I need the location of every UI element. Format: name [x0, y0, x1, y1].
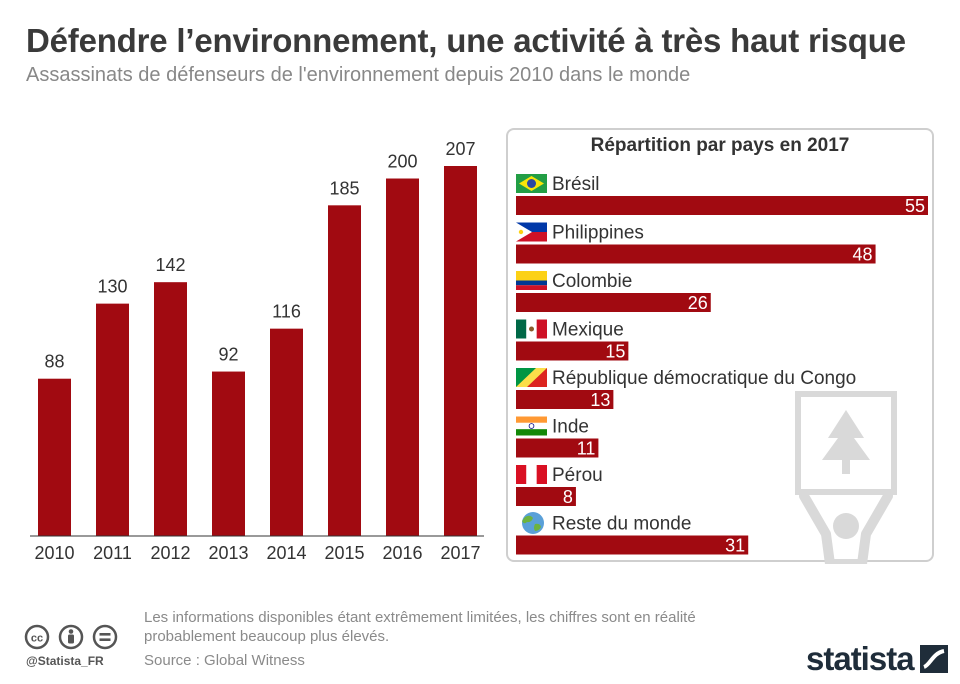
- country-label: Brésil: [552, 174, 600, 195]
- x-tick-label: 2010: [34, 543, 74, 563]
- bar-2013: [212, 371, 245, 536]
- page-subtitle: Assassinats de défenseurs de l'environne…: [26, 64, 691, 86]
- india-flag-icon: [516, 416, 547, 436]
- x-tick-label: 2013: [208, 543, 248, 563]
- country-label: Philippines: [552, 223, 644, 244]
- source-text: Source : Global Witness: [144, 652, 305, 669]
- congo-flag-icon: [516, 368, 547, 387]
- bar-value-label: 116: [272, 302, 301, 322]
- country-bar: [516, 535, 749, 555]
- colombia-flag-icon: [516, 271, 547, 290]
- bar-2010: [38, 378, 71, 536]
- bar-value-label: 207: [445, 139, 475, 159]
- social-handle: @Statista_FR: [26, 654, 104, 668]
- bar-2014: [270, 328, 303, 536]
- country-bar: [516, 244, 876, 264]
- country-value-label: 31: [725, 536, 745, 556]
- bar-value-label: 92: [218, 345, 238, 365]
- bar-value-label: 88: [44, 352, 64, 372]
- country-value-label: 26: [688, 293, 708, 313]
- mexico-flag-icon: [516, 319, 547, 339]
- country-bar: [516, 196, 928, 215]
- bar-2011: [96, 303, 129, 536]
- country-value-label: 55: [905, 196, 925, 216]
- bar-2016: [386, 178, 419, 536]
- globe-icon: [522, 512, 544, 534]
- footnote: Les informations disponibles étant extrê…: [144, 609, 696, 645]
- x-tick-label: 2015: [324, 543, 364, 563]
- bar-value-label: 130: [97, 277, 127, 297]
- country-value-label: 11: [577, 439, 596, 459]
- logo-mark-icon: [920, 645, 949, 673]
- bar-value-label: 142: [155, 255, 185, 275]
- country-breakdown-panel: Répartition par pays en 2017 Brésil 55 Phi…: [506, 128, 934, 564]
- country-value-label: 48: [853, 245, 873, 265]
- country-label: Colombie: [552, 271, 632, 292]
- country-value-label: 13: [590, 390, 610, 410]
- yearly-bar-chart: 88 2010 130 2011 142 2012 92 2013 116 2014 185 2015…: [30, 139, 484, 563]
- panel-title: Répartition par pays en 2017: [590, 135, 850, 156]
- by-icon: [58, 624, 84, 650]
- page-title: Défendre l’environnement, une activité à…: [26, 22, 906, 59]
- logo-wordmark: statista: [806, 640, 915, 677]
- bar-2017: [444, 166, 477, 536]
- x-tick-label: 2017: [440, 543, 480, 563]
- country-bar: [516, 390, 614, 409]
- country-value-label: 8: [563, 487, 573, 507]
- protester-sign-illustration: [795, 391, 897, 564]
- country-bar: [516, 438, 599, 458]
- bar-2012: [154, 282, 187, 536]
- country-label: Pérou: [552, 465, 603, 486]
- country-label: République démocratique du Congo: [552, 368, 856, 389]
- license-icons: cc: [24, 624, 118, 650]
- country-label: Mexique: [552, 320, 624, 341]
- bar-value-label: 185: [329, 178, 359, 198]
- country-bar: [516, 293, 711, 312]
- cc-icon: cc: [24, 624, 50, 650]
- statista-logo: statista: [806, 640, 949, 678]
- peru-flag-icon: [516, 465, 547, 484]
- svg-text:cc: cc: [31, 633, 43, 645]
- philippines-flag-icon: [516, 222, 547, 242]
- brazil-flag-icon: [516, 174, 547, 193]
- country-bar-chart: Brésil 55 Philippines 48 Colombie 26 Mexique15…: [516, 174, 928, 564]
- bar-2015: [328, 205, 361, 536]
- x-tick-label: 2012: [150, 543, 190, 563]
- x-tick-label: 2011: [93, 543, 132, 563]
- nd-icon: [92, 624, 118, 650]
- x-tick-label: 2016: [382, 543, 422, 563]
- country-bar: [516, 487, 576, 506]
- bar-value-label: 200: [387, 152, 417, 172]
- country-label: Reste du monde: [552, 514, 691, 535]
- country-label: Inde: [552, 417, 589, 438]
- x-tick-label: 2014: [266, 543, 306, 563]
- country-bar: [516, 341, 629, 361]
- country-value-label: 15: [605, 342, 625, 362]
